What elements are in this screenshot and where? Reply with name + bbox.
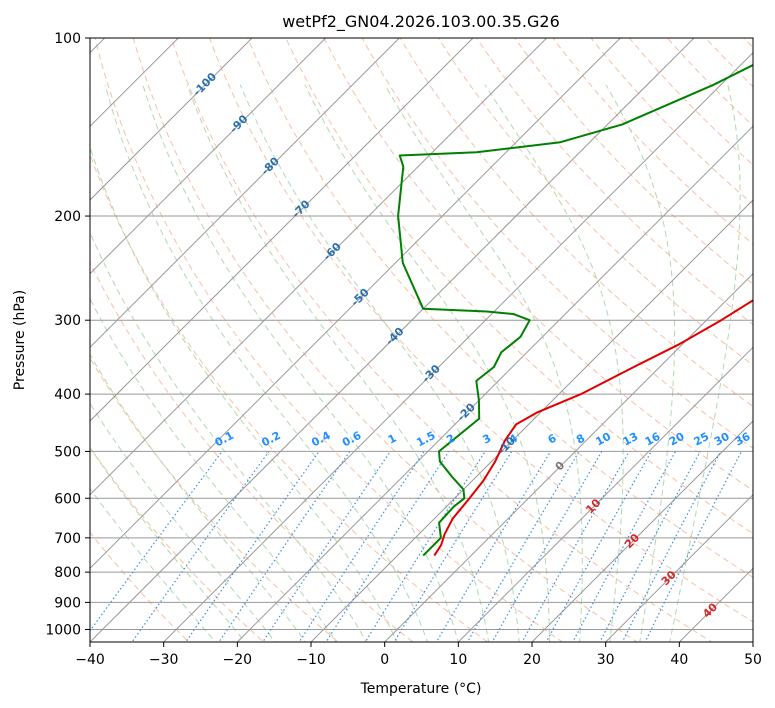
mixing-ratio-line [545,451,652,642]
moist-adiabat [304,84,550,642]
temperature-profile-line [433,299,753,557]
y-tick-label: 900 [54,595,81,611]
mixing-ratio-line [218,451,351,642]
y-tick-label: 300 [54,313,81,329]
isotherm-gridline [457,346,753,642]
y-tick-label: 100 [54,31,81,47]
x-tick-label: 30 [597,652,615,668]
isotherm-gridline [162,51,753,642]
isotherm-gridline [604,493,753,642]
moist-adiabat [239,84,520,642]
dry-adiabat [90,357,340,642]
isotherm-gridline [90,38,695,642]
moist-adiabat [605,84,676,642]
mixing-ratio-line [435,451,552,642]
isotherm-gridline [90,38,401,349]
moist-adiabat [90,297,337,642]
mixing-ratio-label: 13 [621,430,641,449]
moist-adiabat [186,84,490,642]
isotherm-gridline [531,420,753,642]
isotherm-gridline [383,272,753,642]
mixing-ratio-line [262,451,391,642]
moist-adiabat [90,487,216,642]
dry-adiabat [132,38,639,642]
mixing-ratio-label: 25 [692,430,712,449]
mixing-ratio-line [131,451,270,642]
mixing-ratio-line [621,451,722,642]
mixing-ratio-line [466,451,580,642]
isotherm-gridline [236,125,753,642]
profile-lines [397,63,753,557]
isotherm-gridline [90,38,548,496]
mixing-ratio-line [521,451,630,642]
moist-adiabat [90,402,276,642]
dry-adiabat [90,261,414,642]
dry-adiabat [590,38,753,206]
moist-adiabat [90,446,246,642]
x-tick-label: −10 [296,652,326,668]
isotherm-gridline [90,38,327,275]
mixing-ratio-line [90,451,223,632]
dry-adiabat [361,38,753,449]
moist-adiabat [90,145,398,642]
mixing-ratio-line [491,451,603,642]
plot-frame [89,37,754,643]
background-lines [90,38,753,642]
mixing-ratio-label: 20 [667,430,687,449]
mixing-ratio-line [325,451,450,642]
moist-adiabat [90,353,307,642]
x-tick-label: −30 [149,652,179,668]
isotherm-gridline [90,38,474,422]
dry-adiabat [247,38,753,578]
y-tick-label: 1000 [45,622,81,638]
chart-title: wetPf2_GN04.2026.103.00.35.G26 [282,12,560,32]
dry-adiabat [399,38,753,408]
y-tick-label: 700 [54,531,81,547]
x-tick-label: −40 [75,652,105,668]
isotherm-gridline [90,38,622,570]
mixing-ratio-line [644,451,743,642]
moist-adiabat [142,84,459,642]
dry-adiabat [208,38,753,623]
y-tick-label: 600 [54,491,81,507]
y-tick-label: 400 [54,387,81,403]
x-tick-label: 0 [380,652,389,668]
x-axis-title: Temperature (°C) [360,681,482,697]
y-tick-label: 200 [54,209,81,225]
axis-ticks: −40 −30 −20 −10 0 10 20 30 40 50 1000 900 800 700 600 5… [45,31,762,668]
y-axis-title: Pressure (hPa) [12,290,28,390]
moist-adiabat [384,84,583,642]
y-tick-label: 800 [54,565,81,581]
dry-adiabat [90,531,190,642]
x-tick-label: 10 [449,652,467,668]
moist-adiabat [669,84,741,642]
mixing-ratio-label: 16 [643,430,663,449]
dry-adiabat [94,38,564,642]
mixing-ratio-line [298,451,425,642]
mixing-ratio-line [185,451,320,642]
x-tick-label: −20 [223,652,253,668]
moist-adiabat [104,84,429,642]
x-tick-label: 20 [523,652,541,668]
y-tick-label: 500 [54,444,81,460]
mixing-ratio-label: 10 [593,430,613,449]
isotherm-gridline [90,38,180,128]
dry-adiabat [323,38,753,492]
moist-adiabat [90,231,367,642]
dewpoint-profile-line [397,63,753,557]
x-tick-label: 40 [670,652,688,668]
isotherm-gridline [90,38,253,201]
mixing-ratio-label: 36 [733,430,753,449]
x-tick-label: 50 [744,652,762,668]
dry-adiabat [514,38,753,285]
dry-adiabat [170,38,713,642]
mixing-ratio-label: 30 [712,430,732,449]
isotherm-gridline [310,199,753,642]
dry-adiabat [285,38,753,535]
